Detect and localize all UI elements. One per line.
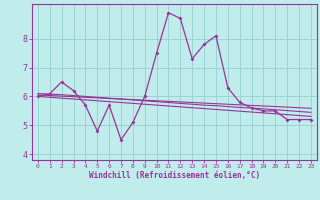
X-axis label: Windchill (Refroidissement éolien,°C): Windchill (Refroidissement éolien,°C)	[89, 171, 260, 180]
